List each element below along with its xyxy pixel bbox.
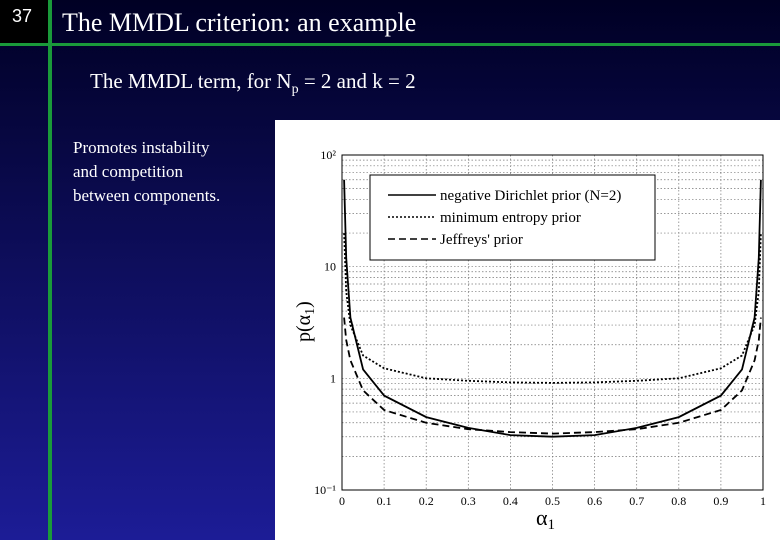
y-tick-label: 10² — [320, 148, 336, 162]
y-axis-label: p(α1) — [293, 301, 318, 342]
slide-title: The MMDL criterion: an example — [62, 8, 416, 37]
chart: 10² 10 1 10⁻¹0 0.1 0.2 0.3 0.4 0.5 0.6 0.7 0.8 0.9 1 n… — [293, 148, 766, 533]
x-tick-label: 0.5 — [545, 494, 560, 508]
y-axis-sub: 1 — [303, 308, 318, 315]
slide-number: 37 — [12, 6, 32, 26]
vertical-rule — [48, 0, 52, 540]
subtitle-text: = 2 and k = 2 — [299, 69, 416, 93]
x-axis-sub: 1 — [548, 517, 556, 533]
y-axis-text: p(α — [293, 314, 315, 342]
y-axis-text: ) — [293, 301, 315, 308]
series-line — [343, 179, 762, 438]
x-tick-label: 0.8 — [671, 494, 686, 508]
bullet-line: and competition — [73, 162, 184, 181]
y-tick-label: 10⁻¹ — [314, 483, 336, 497]
legend-label: minimum entropy prior — [440, 210, 581, 226]
x-tick-label: 0.1 — [377, 494, 392, 508]
subtitle-text: The MMDL term, for N — [90, 69, 292, 93]
x-axis-symbol: α — [536, 505, 548, 530]
x-tick-label: 0.9 — [713, 494, 728, 508]
subtitle: The MMDL term, for Np = 2 and k = 2 — [90, 69, 416, 97]
bullet-line: between components. — [73, 186, 220, 205]
legend-label: negative Dirichlet prior (N=2) — [440, 188, 621, 204]
subtitle-sub: p — [292, 82, 299, 97]
y-tick-label: 10 — [324, 260, 336, 274]
series-line — [343, 317, 762, 435]
horizontal-rule — [0, 43, 780, 46]
x-tick-label: 0 — [339, 494, 345, 508]
bullet-line: Promotes instability — [73, 138, 210, 157]
x-tick-label: 0.4 — [503, 494, 518, 508]
legend-label: Jeffreys' prior — [440, 232, 523, 248]
x-tick-label: 0.6 — [587, 494, 602, 508]
x-tick-label: 0.3 — [461, 494, 476, 508]
y-tick-label: 1 — [330, 371, 336, 385]
series-line — [343, 233, 762, 384]
number-box — [0, 0, 48, 44]
x-axis-label: α1 — [536, 505, 555, 533]
x-tick-label: 0.7 — [629, 494, 644, 508]
plot-frame — [341, 154, 764, 491]
x-tick-label: 1 — [760, 494, 766, 508]
x-tick-label: 0.2 — [419, 494, 434, 508]
